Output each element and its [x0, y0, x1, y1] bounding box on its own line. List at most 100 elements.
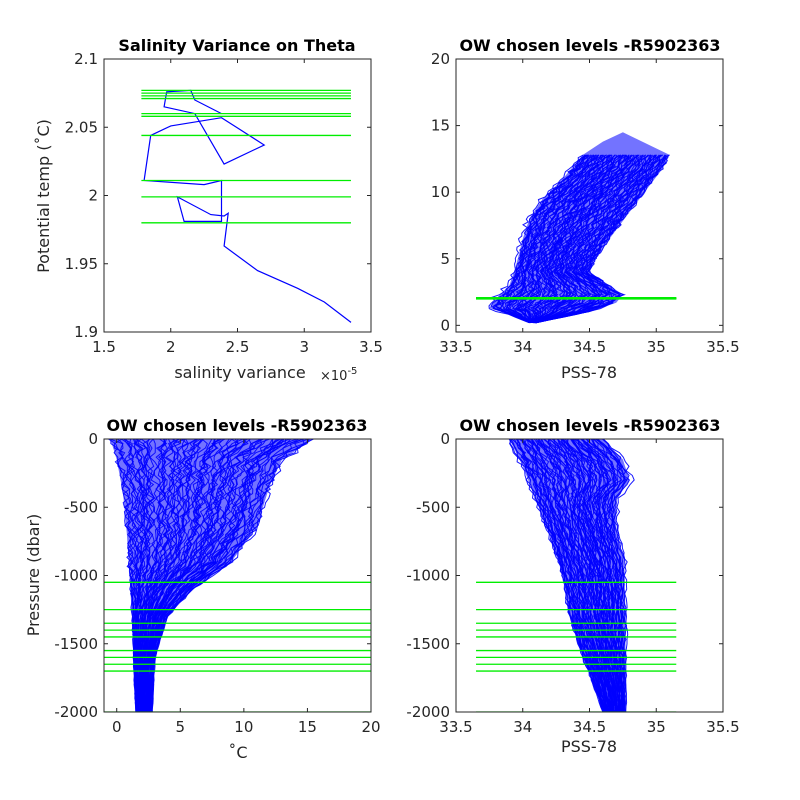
plot-area — [476, 439, 677, 712]
profile-line — [532, 154, 626, 324]
y-axis-label: Pressure (dbar) — [24, 514, 43, 637]
profile-line — [561, 439, 617, 712]
x-axis-label: PSS-78 — [561, 363, 617, 382]
y-tick-label: 2 — [88, 187, 98, 205]
profile-line — [535, 154, 669, 324]
axes-box — [103, 58, 372, 333]
profile-line — [593, 439, 624, 712]
x-tick-label: 20 — [361, 718, 380, 736]
panel-theta-salinity: OW chosen levels -R5902363 PSS-78 33.5 34… — [431, 36, 740, 382]
profile-line — [533, 154, 640, 324]
profile-line — [515, 439, 606, 712]
x-tick-label: 3 — [299, 338, 309, 356]
profile-line — [151, 439, 310, 712]
x-tick-label: 34.5 — [573, 338, 606, 356]
profile-line — [532, 154, 627, 324]
profile-line — [526, 439, 608, 712]
profile-line — [534, 154, 652, 324]
plot-area — [141, 89, 352, 323]
x-tick-label: 2 — [166, 338, 176, 356]
profile-line — [488, 154, 584, 324]
profile-line — [533, 154, 644, 324]
x-tick-label: 35.5 — [706, 338, 739, 356]
panel-temperature-pressure: OW chosen levels -R5902363 ˚C Pressure (… — [24, 416, 381, 762]
profile-line — [136, 439, 153, 712]
chart-title: Salinity Variance on Theta — [118, 36, 355, 55]
profile-line — [570, 439, 618, 712]
chart-title: OW chosen levels -R5902363 — [106, 416, 367, 435]
profile-line — [498, 154, 588, 324]
profile-line — [570, 439, 618, 712]
x-tick-label: 35 — [647, 718, 666, 736]
y-tick-label: -2000 — [406, 703, 450, 721]
panel-salinity-pressure: OW chosen levels -R5902363 PSS-78 33.5 34… — [406, 416, 739, 756]
profile-line — [141, 439, 204, 712]
y-tick-label: -1000 — [54, 567, 98, 585]
x-tick-label: 10 — [234, 718, 253, 736]
y-tick-label: 1.95 — [65, 255, 98, 273]
y-tick-label: -2000 — [54, 703, 98, 721]
x-axis-label: ˚C — [228, 743, 247, 762]
chart-title: OW chosen levels -R5902363 — [459, 36, 720, 55]
x-axis-label: salinity variance — [174, 363, 305, 382]
y-tick-label: 20 — [431, 50, 450, 68]
series-line — [143, 89, 352, 323]
x-tick-label: 34 — [513, 338, 532, 356]
profile-line — [497, 154, 592, 324]
x-tick-label: 33.5 — [439, 718, 472, 736]
profile-line — [535, 154, 658, 324]
profile-line — [556, 439, 616, 712]
chart-title: OW chosen levels -R5902363 — [459, 416, 720, 435]
x-tick-label: 1.5 — [92, 338, 116, 356]
x-axis-exponent: ×10-5 — [320, 366, 357, 384]
profile-line — [516, 154, 608, 324]
profile-line — [572, 439, 620, 712]
profile-line — [151, 439, 310, 712]
y-tick-label: 0 — [440, 316, 450, 334]
profile-line — [136, 439, 156, 712]
x-tick-label: 35 — [647, 338, 666, 356]
x-tick-label: 15 — [298, 718, 317, 736]
y-tick-label: -1000 — [406, 567, 450, 585]
profile-line — [535, 154, 664, 324]
profile-line — [533, 154, 634, 324]
profile-line — [527, 439, 609, 712]
y-axis-label: Potential temp (˚C) — [34, 119, 53, 273]
y-tick-label: 2.1 — [74, 50, 98, 68]
x-tick-label: 34.5 — [573, 718, 606, 736]
profile-line — [531, 154, 616, 323]
profile-line — [536, 439, 610, 712]
profile-line — [597, 439, 626, 712]
profile-line — [535, 154, 662, 324]
x-tick-label: 35.5 — [706, 718, 739, 736]
x-tick-label: 5 — [176, 718, 186, 736]
y-tick-label: 0 — [88, 430, 98, 448]
profile-line — [532, 154, 633, 324]
x-tick-label: 33.5 — [439, 338, 472, 356]
panel-salinity-variance: Salinity Variance on Theta salinity vari… — [34, 36, 383, 384]
profile-line — [493, 154, 590, 324]
profile-line — [532, 154, 627, 324]
profile-line — [138, 439, 172, 712]
profile-line — [524, 154, 611, 323]
y-tick-label: 15 — [431, 117, 450, 135]
y-tick-label: 2.05 — [65, 118, 98, 136]
profile-line — [492, 154, 586, 324]
profile-line — [533, 154, 646, 324]
profile-line — [581, 439, 622, 712]
profile-line — [123, 439, 139, 712]
y-tick-label: -500 — [64, 498, 98, 516]
profile-line — [148, 439, 281, 712]
y-tick-label: 5 — [440, 250, 450, 268]
x-tick-label: 2.5 — [226, 338, 250, 356]
profile-line — [534, 154, 658, 324]
profile-line — [586, 439, 622, 712]
plot-area — [104, 439, 371, 712]
y-tick-label: 10 — [431, 183, 450, 201]
profile-line — [533, 154, 639, 324]
x-tick-label: 3.5 — [359, 338, 383, 356]
y-tick-label: 0 — [440, 430, 450, 448]
y-tick-label: 1.9 — [74, 323, 98, 341]
profile-line — [535, 154, 666, 324]
